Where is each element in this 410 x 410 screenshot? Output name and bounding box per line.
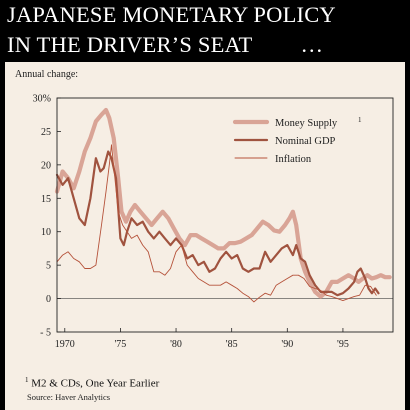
legend-label: Nominal GDP: [275, 136, 336, 147]
y-tick-label: 5: [46, 261, 51, 272]
title-line-1: JAPANESE MONETARY POLICY: [7, 2, 336, 27]
y-tick-label: - 5: [40, 328, 51, 339]
plot-border: [56, 97, 394, 333]
legend: Money Supply 1 Nominal GDP Inflation: [232, 116, 362, 165]
footnote-marker: 1: [25, 376, 29, 384]
y-tick-label: 25: [41, 127, 51, 138]
source-note: Source: Haver Analytics: [27, 392, 111, 402]
legend-label: Money Supply: [275, 118, 338, 129]
series-line-money-supply: [54, 107, 392, 299]
x-tick-label: '90: [281, 339, 293, 350]
x-tick-label: 1970: [55, 339, 75, 350]
series-layer: [54, 107, 392, 303]
tick-layer: 30% 25 20 15 10 5 0 - 5 1970 '75 '80 '85 '90 '95: [33, 94, 349, 351]
x-tick-label: '95: [337, 339, 349, 350]
x-tick-label: '85: [226, 339, 238, 350]
y-tick-label: 0: [46, 294, 51, 305]
footnote-text: M2 & CDs, One Year Earlier: [31, 377, 160, 390]
y-axis-label: Annual change:: [15, 69, 78, 80]
y-tick-label: 15: [41, 194, 51, 205]
title-line-2-text: IN THE DRIVER’S SEAT: [7, 32, 253, 57]
x-tick-label: '80: [170, 339, 182, 350]
line-chart: Annual change: 30% 25 20 15 10 5 0 - 5 1970 '75 '8…: [15, 69, 394, 351]
series-line-inflation: [56, 144, 377, 303]
y-tick-label: 10: [41, 227, 51, 238]
legend-label: Inflation: [275, 154, 312, 165]
y-tick-label: 20: [41, 160, 51, 171]
y-tick-label: 30%: [33, 94, 51, 105]
title-line-2: IN THE DRIVER’S SEAT …: [7, 32, 324, 57]
series-line-nominal-gdp: [55, 150, 380, 297]
x-tick-label: '75: [115, 339, 127, 350]
chart-panel: Annual change: 30% 25 20 15 10 5 0 - 5 1970 '75 '8…: [5, 62, 405, 410]
title-ellipsis: …: [300, 32, 324, 57]
title-block: JAPANESE MONETARY POLICY IN THE DRIVER’S…: [0, 0, 410, 60]
legend-footnote-marker: 1: [358, 116, 362, 124]
footnote: 1 M2 & CDs, One Year Earlier: [25, 376, 159, 390]
